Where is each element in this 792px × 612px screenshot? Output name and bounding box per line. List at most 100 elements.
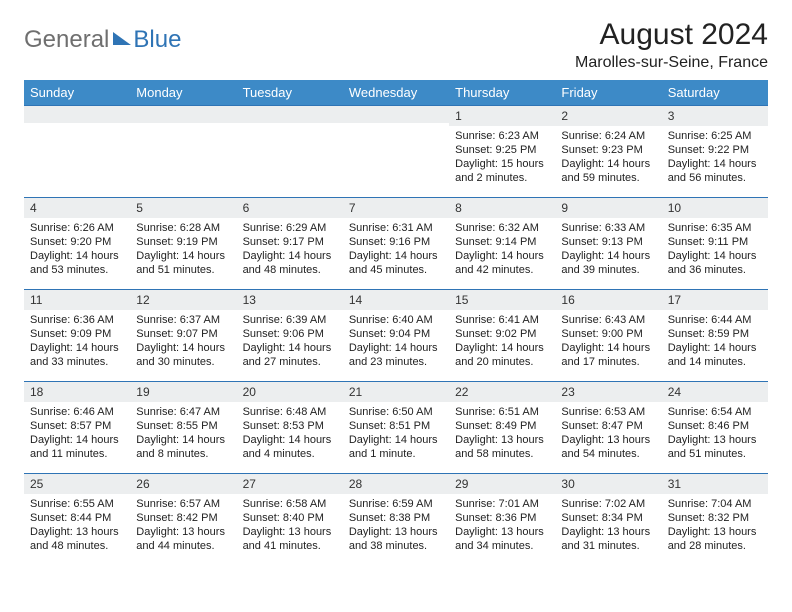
daylight-text: Daylight: 13 hours and 31 minutes.	[561, 525, 655, 553]
calendar-day-cell: 24Sunrise: 6:54 AMSunset: 8:46 PMDayligh…	[662, 382, 768, 474]
day-number: 12	[130, 290, 236, 310]
calendar-day-cell: 9Sunrise: 6:33 AMSunset: 9:13 PMDaylight…	[555, 198, 661, 290]
day-number: 22	[449, 382, 555, 402]
sunrise-text: Sunrise: 7:02 AM	[561, 497, 655, 511]
sunrise-text: Sunrise: 6:55 AM	[30, 497, 124, 511]
day-details: Sunrise: 6:25 AMSunset: 9:22 PMDaylight:…	[662, 126, 768, 187]
sunrise-text: Sunrise: 6:48 AM	[243, 405, 337, 419]
day-details: Sunrise: 6:39 AMSunset: 9:06 PMDaylight:…	[237, 310, 343, 371]
calendar-day-cell: 4Sunrise: 6:26 AMSunset: 9:20 PMDaylight…	[24, 198, 130, 290]
day-details: Sunrise: 6:48 AMSunset: 8:53 PMDaylight:…	[237, 402, 343, 463]
calendar-day-cell: 29Sunrise: 7:01 AMSunset: 8:36 PMDayligh…	[449, 474, 555, 566]
sunset-text: Sunset: 9:16 PM	[349, 235, 443, 249]
sunset-text: Sunset: 8:44 PM	[30, 511, 124, 525]
day-number: 31	[662, 474, 768, 494]
sunrise-text: Sunrise: 6:46 AM	[30, 405, 124, 419]
sunset-text: Sunset: 8:51 PM	[349, 419, 443, 433]
daylight-text: Daylight: 14 hours and 59 minutes.	[561, 157, 655, 185]
day-details: Sunrise: 6:44 AMSunset: 8:59 PMDaylight:…	[662, 310, 768, 371]
sunset-text: Sunset: 9:02 PM	[455, 327, 549, 341]
day-details: Sunrise: 6:29 AMSunset: 9:17 PMDaylight:…	[237, 218, 343, 279]
weekday-header: Tuesday	[237, 80, 343, 106]
daylight-text: Daylight: 14 hours and 14 minutes.	[668, 341, 762, 369]
calendar-day-cell: 18Sunrise: 6:46 AMSunset: 8:57 PMDayligh…	[24, 382, 130, 474]
day-number: 4	[24, 198, 130, 218]
day-details: Sunrise: 6:43 AMSunset: 9:00 PMDaylight:…	[555, 310, 661, 371]
day-details: Sunrise: 6:31 AMSunset: 9:16 PMDaylight:…	[343, 218, 449, 279]
sunset-text: Sunset: 8:42 PM	[136, 511, 230, 525]
sunrise-text: Sunrise: 6:47 AM	[136, 405, 230, 419]
sunrise-text: Sunrise: 7:01 AM	[455, 497, 549, 511]
day-details: Sunrise: 6:24 AMSunset: 9:23 PMDaylight:…	[555, 126, 661, 187]
daylight-text: Daylight: 14 hours and 20 minutes.	[455, 341, 549, 369]
daylight-text: Daylight: 13 hours and 54 minutes.	[561, 433, 655, 461]
day-number	[24, 106, 130, 123]
calendar-day-cell: 15Sunrise: 6:41 AMSunset: 9:02 PMDayligh…	[449, 290, 555, 382]
day-details: Sunrise: 6:36 AMSunset: 9:09 PMDaylight:…	[24, 310, 130, 371]
daylight-text: Daylight: 13 hours and 41 minutes.	[243, 525, 337, 553]
day-details: Sunrise: 6:55 AMSunset: 8:44 PMDaylight:…	[24, 494, 130, 555]
calendar-day-cell: 14Sunrise: 6:40 AMSunset: 9:04 PMDayligh…	[343, 290, 449, 382]
day-number: 15	[449, 290, 555, 310]
day-number: 5	[130, 198, 236, 218]
sunset-text: Sunset: 8:57 PM	[30, 419, 124, 433]
sunset-text: Sunset: 8:53 PM	[243, 419, 337, 433]
day-details: Sunrise: 6:50 AMSunset: 8:51 PMDaylight:…	[343, 402, 449, 463]
daylight-text: Daylight: 13 hours and 48 minutes.	[30, 525, 124, 553]
day-number: 14	[343, 290, 449, 310]
day-number: 7	[343, 198, 449, 218]
day-number: 18	[24, 382, 130, 402]
day-details: Sunrise: 6:54 AMSunset: 8:46 PMDaylight:…	[662, 402, 768, 463]
sunrise-text: Sunrise: 6:28 AM	[136, 221, 230, 235]
sunrise-text: Sunrise: 6:59 AM	[349, 497, 443, 511]
calendar-day-cell: 16Sunrise: 6:43 AMSunset: 9:00 PMDayligh…	[555, 290, 661, 382]
day-number: 10	[662, 198, 768, 218]
sunrise-text: Sunrise: 6:57 AM	[136, 497, 230, 511]
calendar-day-cell: 13Sunrise: 6:39 AMSunset: 9:06 PMDayligh…	[237, 290, 343, 382]
title-block: August 2024 Marolles-sur-Seine, France	[575, 18, 768, 72]
sunset-text: Sunset: 8:46 PM	[668, 419, 762, 433]
sunrise-text: Sunrise: 6:23 AM	[455, 129, 549, 143]
sunrise-text: Sunrise: 6:41 AM	[455, 313, 549, 327]
sunset-text: Sunset: 9:14 PM	[455, 235, 549, 249]
day-number: 27	[237, 474, 343, 494]
calendar-day-cell: 25Sunrise: 6:55 AMSunset: 8:44 PMDayligh…	[24, 474, 130, 566]
calendar-day-cell	[24, 106, 130, 198]
sunset-text: Sunset: 9:17 PM	[243, 235, 337, 249]
weekday-header-row: Sunday Monday Tuesday Wednesday Thursday…	[24, 80, 768, 106]
calendar-day-cell: 28Sunrise: 6:59 AMSunset: 8:38 PMDayligh…	[343, 474, 449, 566]
day-details: Sunrise: 6:32 AMSunset: 9:14 PMDaylight:…	[449, 218, 555, 279]
daylight-text: Daylight: 13 hours and 51 minutes.	[668, 433, 762, 461]
calendar-week-row: 4Sunrise: 6:26 AMSunset: 9:20 PMDaylight…	[24, 198, 768, 290]
day-details: Sunrise: 6:59 AMSunset: 8:38 PMDaylight:…	[343, 494, 449, 555]
day-number	[130, 106, 236, 123]
sunrise-text: Sunrise: 6:44 AM	[668, 313, 762, 327]
daylight-text: Daylight: 14 hours and 33 minutes.	[30, 341, 124, 369]
day-number	[343, 106, 449, 123]
day-number: 21	[343, 382, 449, 402]
calendar-day-cell: 23Sunrise: 6:53 AMSunset: 8:47 PMDayligh…	[555, 382, 661, 474]
day-details: Sunrise: 6:47 AMSunset: 8:55 PMDaylight:…	[130, 402, 236, 463]
sunrise-text: Sunrise: 6:50 AM	[349, 405, 443, 419]
day-number: 30	[555, 474, 661, 494]
sunrise-text: Sunrise: 6:54 AM	[668, 405, 762, 419]
day-number: 3	[662, 106, 768, 126]
calendar-day-cell: 10Sunrise: 6:35 AMSunset: 9:11 PMDayligh…	[662, 198, 768, 290]
calendar-day-cell: 7Sunrise: 6:31 AMSunset: 9:16 PMDaylight…	[343, 198, 449, 290]
sunrise-text: Sunrise: 6:36 AM	[30, 313, 124, 327]
daylight-text: Daylight: 15 hours and 2 minutes.	[455, 157, 549, 185]
day-number	[237, 106, 343, 123]
calendar-day-cell: 1Sunrise: 6:23 AMSunset: 9:25 PMDaylight…	[449, 106, 555, 198]
day-details: Sunrise: 7:02 AMSunset: 8:34 PMDaylight:…	[555, 494, 661, 555]
weekday-header: Wednesday	[343, 80, 449, 106]
day-number: 19	[130, 382, 236, 402]
daylight-text: Daylight: 14 hours and 8 minutes.	[136, 433, 230, 461]
daylight-text: Daylight: 14 hours and 36 minutes.	[668, 249, 762, 277]
daylight-text: Daylight: 14 hours and 4 minutes.	[243, 433, 337, 461]
daylight-text: Daylight: 14 hours and 1 minute.	[349, 433, 443, 461]
day-details: Sunrise: 6:41 AMSunset: 9:02 PMDaylight:…	[449, 310, 555, 371]
day-number: 25	[24, 474, 130, 494]
day-number: 26	[130, 474, 236, 494]
calendar-week-row: 25Sunrise: 6:55 AMSunset: 8:44 PMDayligh…	[24, 474, 768, 566]
sunset-text: Sunset: 9:19 PM	[136, 235, 230, 249]
